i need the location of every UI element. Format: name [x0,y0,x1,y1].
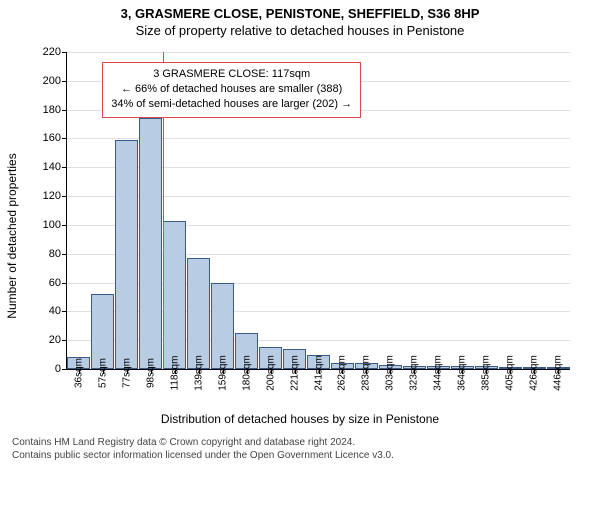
x-tick-label: 118sqm [169,356,180,391]
subtitle: Size of property relative to detached ho… [0,23,600,38]
y-tick-label: 160 [43,132,61,144]
bar-column: 426sqm [522,52,546,369]
x-tick-label: 221sqm [289,355,300,391]
x-tick-label: 405sqm [505,355,516,391]
footer-text: Contains HM Land Registry data © Crown c… [12,436,588,462]
x-tick-label: 426sqm [529,355,540,391]
x-tick-label: 344sqm [433,355,444,391]
y-tick-label: 120 [43,190,61,202]
plot-area: 02040608010012014016018020022036sqm57sqm… [66,52,570,370]
annotation-line: 3 GRASMERE CLOSE: 117sqm [111,67,352,82]
x-tick-label: 139sqm [193,355,204,391]
bar [115,140,138,369]
x-tick-label: 159sqm [217,355,228,391]
bar-column: 36sqm [67,52,91,369]
y-tick-label: 80 [49,248,61,260]
x-tick-label: 262sqm [337,355,348,391]
x-tick-label: 200sqm [265,355,276,391]
annotation-line: 34% of semi-detached houses are larger (… [111,97,352,112]
annotation-line: ← 66% of detached houses are smaller (38… [111,82,352,97]
bar-column: 364sqm [450,52,474,369]
y-tick-label: 180 [43,104,61,116]
bar-column: 344sqm [426,52,450,369]
y-tick [62,369,67,370]
bar-column: 385sqm [474,52,498,369]
footer-line-1: Contains HM Land Registry data © Crown c… [12,436,588,449]
x-tick-label: 385sqm [481,355,492,391]
x-tick-label: 364sqm [457,355,468,391]
y-tick-label: 100 [43,219,61,231]
bar [139,118,162,369]
x-axis-label: Distribution of detached houses by size … [20,412,580,426]
x-tick-label: 77sqm [121,358,132,388]
x-tick-label: 303sqm [385,355,396,391]
y-tick-label: 220 [43,46,61,58]
x-tick-label: 283sqm [361,355,372,391]
footer-line-2: Contains public sector information licen… [12,449,588,462]
bar-column: 323sqm [402,52,426,369]
x-tick-label: 180sqm [241,355,252,391]
x-tick-label: 323sqm [409,355,420,391]
y-tick-label: 200 [43,75,61,87]
x-tick-label: 57sqm [97,358,108,388]
x-tick-label: 241sqm [313,355,324,391]
bar-column: 405sqm [498,52,522,369]
y-tick-label: 40 [49,305,61,317]
bar-column: 303sqm [378,52,402,369]
page-title: 3, GRASMERE CLOSE, PENISTONE, SHEFFIELD,… [0,6,600,21]
bar [163,221,186,369]
y-tick-label: 140 [43,161,61,173]
x-tick-label: 36sqm [73,358,84,388]
annotation-box: 3 GRASMERE CLOSE: 117sqm← 66% of detache… [102,62,361,118]
bar [187,258,210,369]
x-tick-label: 446sqm [553,355,564,391]
bar-column: 446sqm [546,52,570,369]
y-axis-label: Number of detached properties [5,153,19,318]
chart: Number of detached properties 0204060801… [20,46,580,426]
y-tick-label: 0 [55,363,61,375]
x-tick-label: 98sqm [145,358,156,388]
y-tick-label: 60 [49,277,61,289]
y-tick-label: 20 [49,334,61,346]
